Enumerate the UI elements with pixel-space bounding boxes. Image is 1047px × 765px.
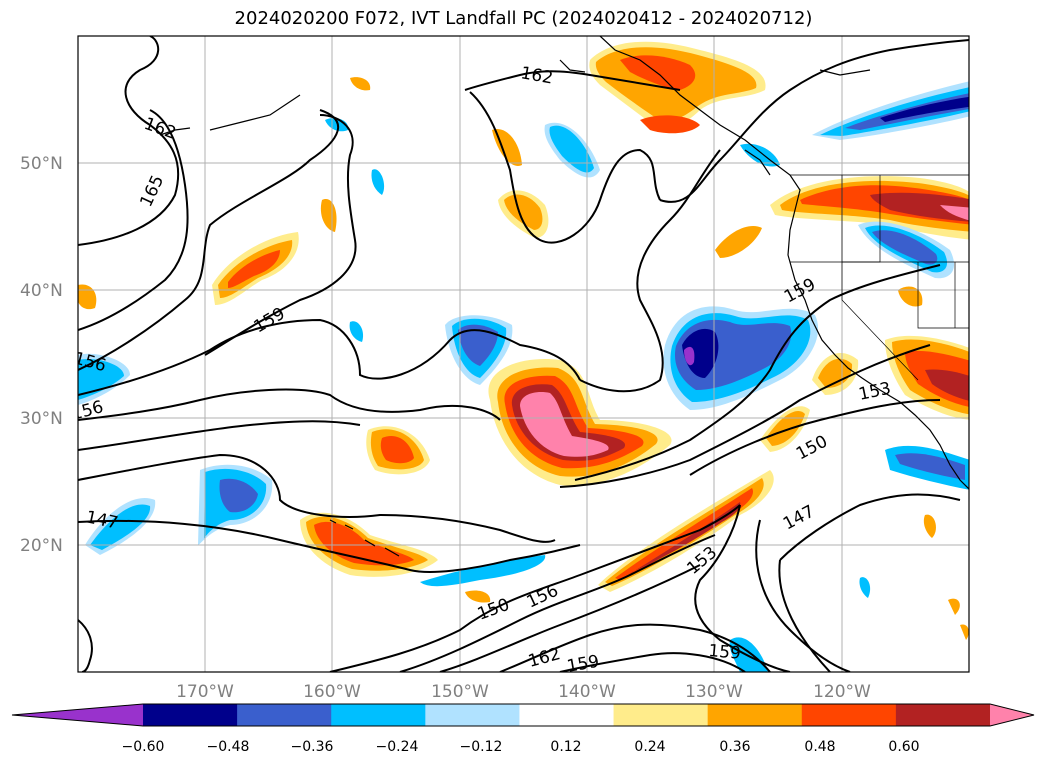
colorbar-segments [12, 704, 1034, 726]
colorbar: −0.60 −0.48 −0.36 −0.24 −0.12 0.12 0.24 … [11, 703, 1035, 755]
lon-labels: 170°W 160°W 150°W 140°W 130°W 120°W [176, 682, 871, 702]
colorbar-segment [895, 704, 991, 726]
colorbar-tick: 0.60 [888, 739, 919, 755]
colorbar-segment [519, 704, 615, 726]
lon-label: 120°W [813, 682, 871, 702]
lat-label: 40°N [20, 281, 63, 301]
colorbar-tick: −0.36 [291, 739, 334, 755]
map-title: 2024020200 F072, IVT Landfall PC (202402… [234, 8, 813, 29]
contours [78, 36, 969, 672]
lon-label: 170°W [176, 682, 234, 702]
lat-label: 30°N [20, 409, 63, 429]
colorbar-segment [331, 704, 426, 726]
colorbar-segment [425, 704, 520, 726]
colorbar-segment [143, 704, 238, 726]
negative-shading [78, 81, 969, 672]
lat-labels: 50°N 40°N 30°N 20°N [20, 154, 63, 556]
colorbar-tick: 0.48 [804, 739, 835, 755]
state-borders [790, 174, 969, 381]
colorbar-extension-high [990, 704, 1034, 726]
lon-label: 150°W [431, 682, 489, 702]
lat-label: 20°N [20, 536, 63, 556]
contour-label: 159 [565, 652, 600, 677]
map-frame [77, 35, 970, 673]
colorbar-segment [613, 704, 709, 726]
colorbar-tick: −0.12 [460, 739, 503, 755]
colorbar-segment [707, 704, 803, 726]
colorbar-segment [237, 704, 332, 726]
colorbar-tick: −0.60 [122, 739, 165, 755]
lon-label: 160°W [303, 682, 361, 702]
colorbar-tick: 0.12 [550, 739, 581, 755]
colorbar-segment [801, 704, 897, 726]
lat-label: 50°N [20, 154, 63, 174]
coastlines [159, 36, 969, 557]
contour-label: 159 [708, 641, 742, 664]
colorbar-tick-labels: −0.60 −0.48 −0.36 −0.24 −0.12 0.12 0.24 … [122, 739, 920, 755]
colorbar-tick: −0.24 [376, 739, 419, 755]
colorbar-tick: −0.48 [207, 739, 250, 755]
colorbar-tick: 0.36 [719, 739, 750, 755]
colorbar-extension-low [12, 704, 143, 726]
lon-label: 130°W [685, 682, 743, 702]
colorbar-outline [11, 703, 1035, 727]
lon-label: 140°W [558, 682, 616, 702]
colorbar-tick: 0.24 [634, 739, 665, 755]
